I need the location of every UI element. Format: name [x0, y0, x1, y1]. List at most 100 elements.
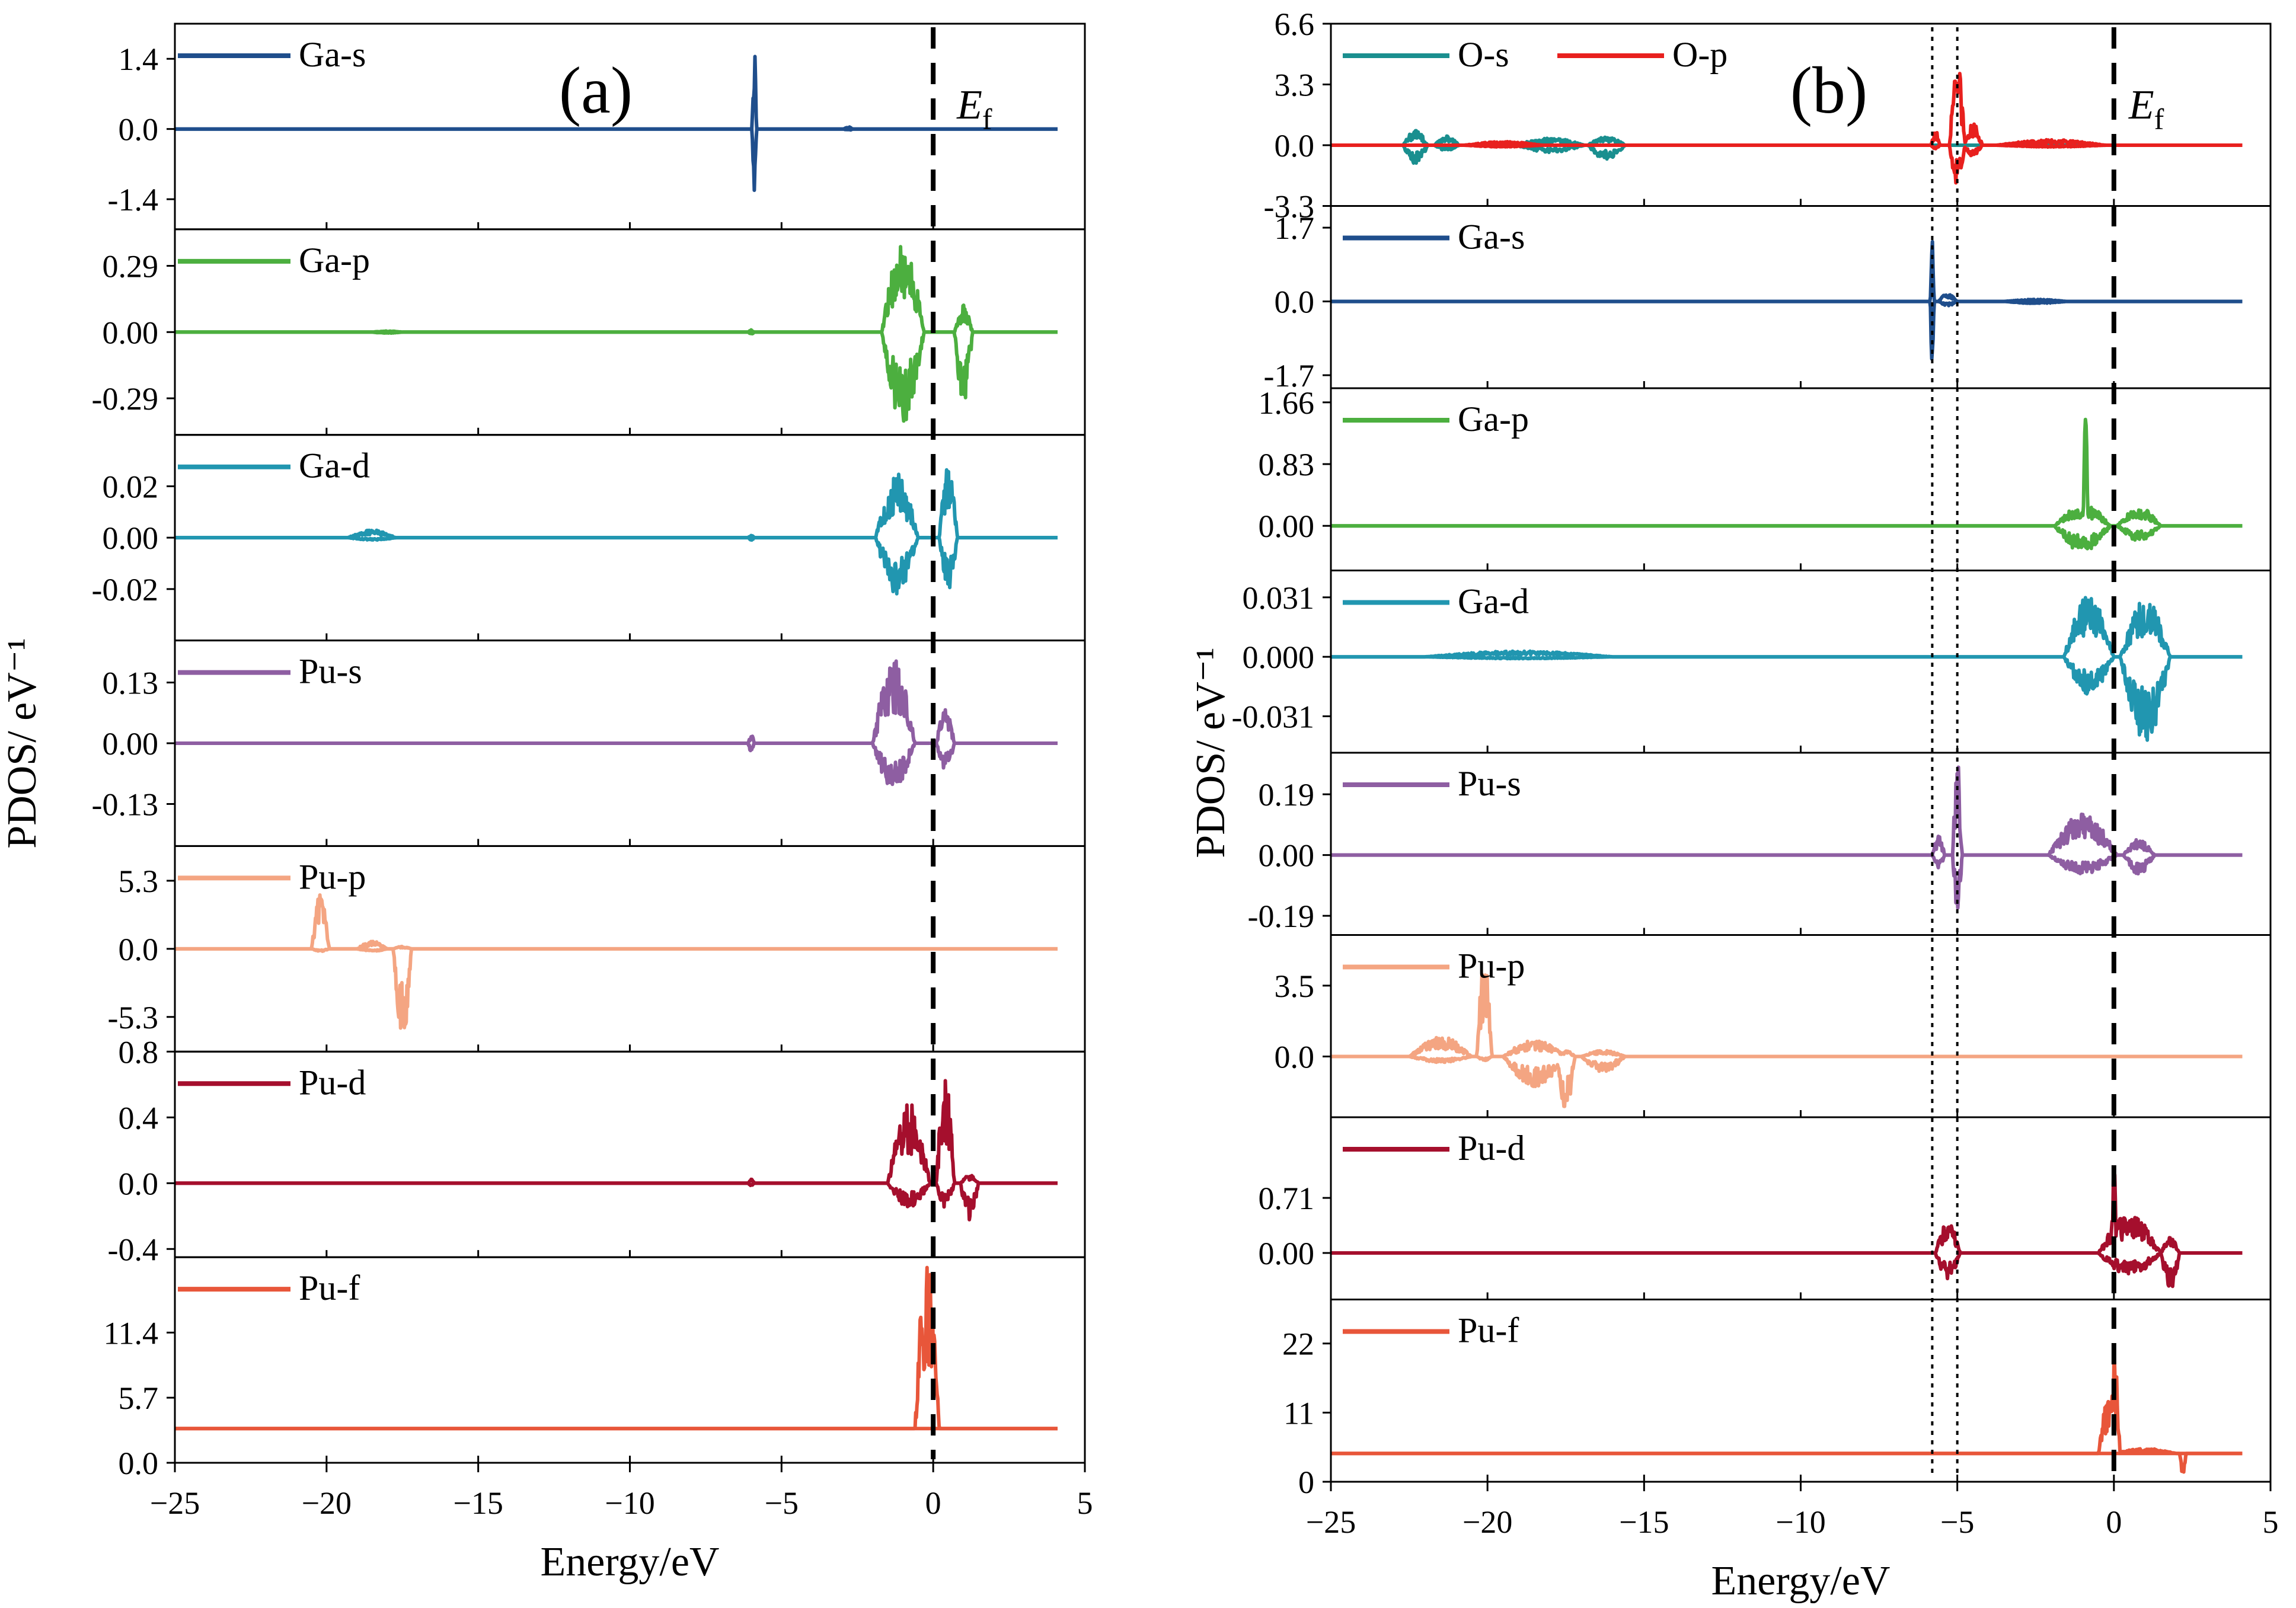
y-tick-label: 1.7	[1275, 210, 1315, 246]
y-tick-label: 11.4	[104, 1315, 159, 1351]
y-tick-label: 0.0	[1275, 1040, 1315, 1075]
y-tick-label: 0.0	[119, 1446, 159, 1481]
y-tick-label: 0.0	[1275, 128, 1315, 164]
series-line-ga-s-spin-down	[1331, 299, 2244, 361]
x-axis-label: Energy/eV	[541, 1539, 720, 1585]
y-tick-label: 1.4	[119, 41, 159, 77]
y-tick-label: -3.3	[1264, 189, 1314, 225]
y-tick-label: -0.19	[1248, 899, 1314, 934]
series-line-pu-s-spin-down	[1331, 853, 2244, 910]
y-tick-label: -0.4	[108, 1232, 158, 1267]
subplot: 0.19 0.00 -0.19 Pu-s	[1248, 752, 2272, 936]
legend-label: Ga-s	[1458, 218, 1525, 257]
x-tick-label: 0	[925, 1485, 941, 1521]
series-line-pu-d-spin-down	[175, 1181, 1059, 1222]
panel-letter: (a)	[559, 54, 633, 127]
y-tick-label: 6.6	[1275, 7, 1315, 42]
y-tick-label: 0.00	[103, 315, 159, 350]
x-tick-label: 5	[1077, 1485, 1093, 1521]
series-line-pu-s-spin-down	[175, 741, 1059, 787]
y-tick-label: 0.0	[119, 1166, 159, 1201]
y-tick-label: 5.7	[119, 1380, 159, 1416]
legend-label: Pu-d	[1458, 1129, 1525, 1168]
y-axis-label: PDOS/ eV⁻¹	[0, 638, 45, 848]
subplot: 5.3 0.0 -5.3 Pu-p	[108, 845, 1086, 1053]
legend-label: Pu-f	[299, 1268, 360, 1308]
y-tick-label: 0.83	[1259, 447, 1315, 482]
series-line-ga-p-spin-down	[175, 330, 1059, 423]
series-line-ga-s-spin-down	[175, 127, 1059, 192]
panel-a: 1.40.0-1.4Ga-s0.290.00-0.29Ga-p0.020.00-…	[0, 23, 1093, 1585]
y-tick-label: 0.00	[1259, 838, 1315, 874]
y-tick-label: -0.13	[92, 787, 158, 822]
x-tick-label: −15	[453, 1485, 503, 1521]
x-tick-label: −5	[1940, 1504, 1974, 1540]
x-tick-label: −15	[1619, 1504, 1669, 1540]
y-tick-label: 0.13	[103, 666, 159, 701]
y-tick-label: 11	[1283, 1395, 1314, 1431]
x-tick-label: −5	[765, 1485, 799, 1521]
series-line-pu-p-spin-down	[1331, 1054, 2244, 1108]
legend-label: O-s	[1458, 35, 1509, 74]
x-tick-label: −10	[605, 1485, 654, 1521]
subplot: 1.4 0.0 -1.4 Ga-s	[108, 23, 1086, 231]
series-line-ga-d-spin-down	[1331, 655, 2244, 742]
y-tick-label: -1.7	[1264, 358, 1314, 394]
y-tick-label: -0.29	[92, 381, 158, 417]
y-tick-label: 0.19	[1259, 777, 1315, 813]
legend-label: Pu-s	[299, 652, 362, 691]
series-line-ga-p-spin-down	[1331, 524, 2244, 551]
panel-letter: (b)	[1790, 54, 1868, 127]
y-tick-label: -0.02	[92, 572, 158, 608]
y-tick-label: 0.0	[119, 112, 159, 148]
subplot: 0.031 0.000 -0.031 Ga-d	[1232, 570, 2272, 754]
y-tick-label: 1.66	[1259, 385, 1315, 421]
legend-label: Pu-s	[1458, 764, 1521, 803]
x-tick-label: 5	[2263, 1504, 2279, 1540]
legend-label: Ga-p	[299, 241, 370, 280]
y-axis-label: PDOS/ eV⁻¹	[1188, 647, 1234, 858]
y-tick-label: 0.031	[1243, 580, 1315, 616]
subplot: 0.71 0.00 Pu-d	[1259, 1116, 2272, 1300]
legend-label: Pu-p	[1458, 947, 1525, 986]
series-line-o-p-spin-down	[1331, 143, 2244, 185]
y-tick-label: 0.00	[1259, 1236, 1315, 1271]
y-tick-label: 0.000	[1243, 640, 1315, 675]
y-tick-label: 0.0	[1275, 284, 1315, 320]
subplot: 0.02 0.00 -0.02 Ga-d	[92, 434, 1086, 642]
series-line-pu-f-spin-down	[1331, 1452, 2244, 1474]
y-tick-label: 22	[1282, 1326, 1314, 1362]
legend-label: Ga-d	[1458, 582, 1529, 621]
y-tick-label: 3.3	[1275, 68, 1315, 103]
legend-label: O-p	[1672, 35, 1727, 74]
y-tick-label: 0.00	[103, 520, 159, 556]
y-tick-label: 5.3	[119, 864, 159, 899]
subplot: 0.13 0.00 -0.13 Pu-s	[92, 640, 1086, 847]
x-tick-label: −20	[302, 1485, 352, 1521]
subplot: 1.7 0.0 -1.7 Ga-s	[1264, 205, 2272, 394]
y-tick-label: 0.00	[103, 726, 159, 762]
y-tick-label: 0	[1298, 1465, 1314, 1500]
legend-label: Ga-p	[1458, 399, 1529, 439]
legend-label: Pu-p	[299, 857, 366, 896]
y-tick-label: 0.29	[103, 249, 159, 284]
y-tick-label: 0.8	[119, 1034, 159, 1070]
legend-label: Ga-s	[299, 35, 366, 74]
y-tick-label: 0.0	[119, 932, 159, 967]
y-tick-label: -1.4	[108, 182, 158, 218]
subplot: 6.6 3.3 0.0 -3.3 O-s O-p	[1264, 7, 2272, 225]
x-tick-label: 0	[2106, 1504, 2122, 1540]
y-tick-label: 0.4	[119, 1100, 159, 1136]
legend-label: Pu-d	[299, 1063, 366, 1102]
panel-b: 6.6 3.3 0.0 -3.3 O-s O-p 1.7 0.0 -1.7 Ga-s 1.66 0.8…	[1188, 7, 2279, 1604]
x-tick-label: −10	[1776, 1504, 1825, 1540]
x-tick-label: −25	[1306, 1504, 1356, 1540]
y-tick-label: 0.02	[103, 469, 159, 504]
x-tick-label: −20	[1462, 1504, 1512, 1540]
x-tick-label: −25	[150, 1485, 200, 1521]
legend-label: Pu-f	[1458, 1311, 1519, 1350]
legend-label: Ga-d	[299, 446, 370, 485]
series-line-pu-p-spin-down	[175, 947, 1059, 1030]
subplot: 3.5 0.0 Pu-p	[1275, 934, 2272, 1118]
